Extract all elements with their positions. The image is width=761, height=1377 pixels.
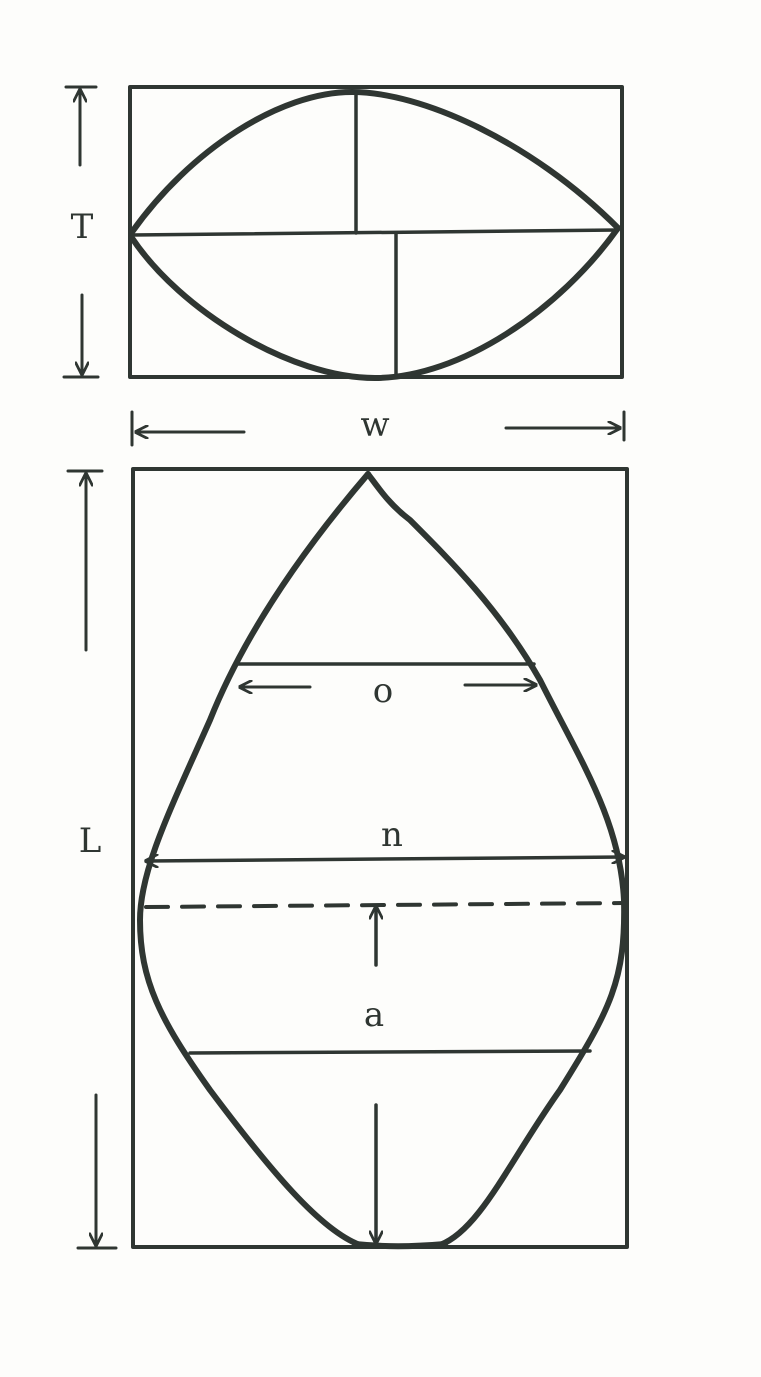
length-dimension: L (66, 469, 118, 1250)
outline-left-edge (137, 471, 371, 1248)
cross-section-upper-outline (129, 89, 621, 235)
dimension-o: o (236, 662, 538, 711)
thickness-label: T (71, 207, 94, 247)
cross-section-view: T w (62, 85, 626, 447)
width-dimension: w (130, 405, 626, 447)
widest-point-dashed-line (144, 901, 626, 909)
width-label: w (360, 405, 389, 445)
outline-lower-width-line (188, 1049, 592, 1055)
dimension-a: a (144, 901, 626, 1245)
thickness-dimension: T (62, 85, 100, 379)
dimension-o-label: o (373, 671, 393, 711)
length-label: L (79, 821, 102, 861)
cross-section-lower-outline (129, 225, 621, 381)
dimension-n: n (144, 815, 626, 861)
cross-section-midline (130, 228, 620, 237)
dimension-a-label: a (364, 995, 384, 1035)
dimension-n-arrow (144, 857, 626, 861)
dimension-n-label: n (381, 815, 403, 855)
outline-base (352, 1241, 448, 1250)
outline-right-edge (365, 471, 628, 1248)
outline-view: o n a L (66, 467, 629, 1250)
